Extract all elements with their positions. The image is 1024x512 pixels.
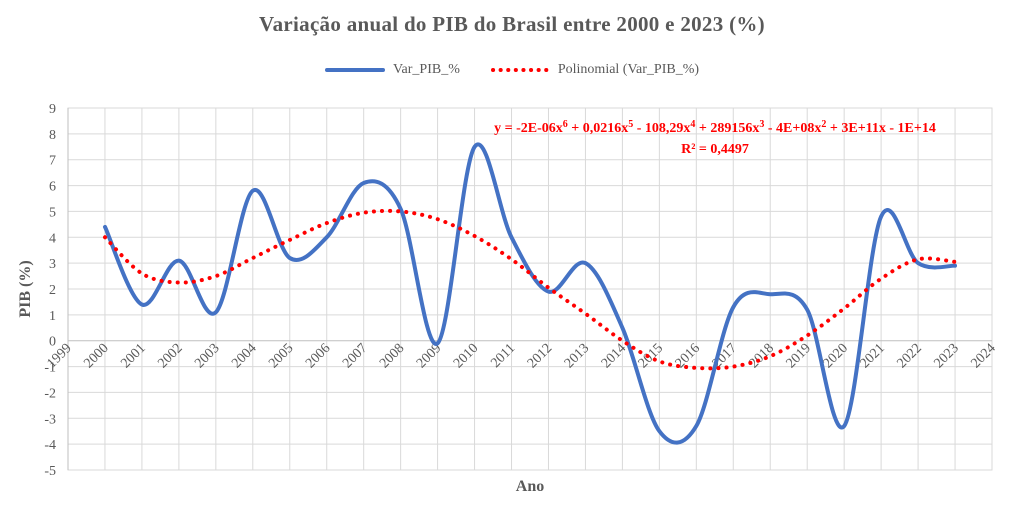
- legend-item-var-pib: Var_PIB_%: [324, 62, 460, 78]
- y-tick-label: 1: [49, 309, 56, 324]
- legend: Var_PIB_% Polinomial (Var_PIB_%): [0, 62, 1024, 78]
- series-line-polinomial: [103, 208, 957, 371]
- y-tick-label: 9: [49, 102, 56, 117]
- gridlines: [67, 107, 993, 471]
- y-tick-label: 8: [49, 128, 56, 143]
- y-tick-label: 6: [49, 180, 56, 195]
- series-group: [103, 142, 957, 445]
- x-axis-title: Ano: [516, 478, 544, 495]
- trendline-equation: y = -2E-06x6 + 0,0216x5 - 108,29x4 + 289…: [494, 119, 936, 137]
- legend-swatch-polinomial: [490, 68, 550, 72]
- y-tick-labels: 9 8 7 6 5 4 3 2 1 0 -1 -2 -3 -4 -5: [44, 102, 56, 479]
- axes: [67, 108, 992, 470]
- y-tick-label: 2: [49, 283, 56, 298]
- y-tick-label: 7: [49, 154, 56, 169]
- y-tick-label: 3: [49, 257, 56, 272]
- y-tick-label: -3: [44, 412, 56, 427]
- y-tick-label: 4: [49, 231, 56, 246]
- y-tick-label: 0: [49, 335, 56, 350]
- legend-item-polinomial: Polinomial (Var_PIB_%): [490, 62, 699, 78]
- chart-title: Variação anual do PIB do Brasil entre 20…: [259, 12, 765, 36]
- series-line-var-pib: [103, 142, 957, 445]
- y-tick-label: -1: [44, 361, 56, 376]
- legend-label-var-pib: Var_PIB_%: [392, 62, 460, 77]
- r-squared-label: R² = 0,4497: [681, 142, 749, 157]
- y-tick-label: -2: [44, 386, 56, 401]
- y-tick-label: 5: [49, 205, 56, 220]
- y-axis-title: PIB (%): [17, 260, 34, 317]
- legend-label-polinomial: Polinomial (Var_PIB_%): [557, 62, 700, 77]
- y-tick-label: -5: [44, 464, 56, 479]
- legend-swatch-var-pib: [324, 68, 385, 72]
- y-tick-label: -4: [44, 438, 56, 453]
